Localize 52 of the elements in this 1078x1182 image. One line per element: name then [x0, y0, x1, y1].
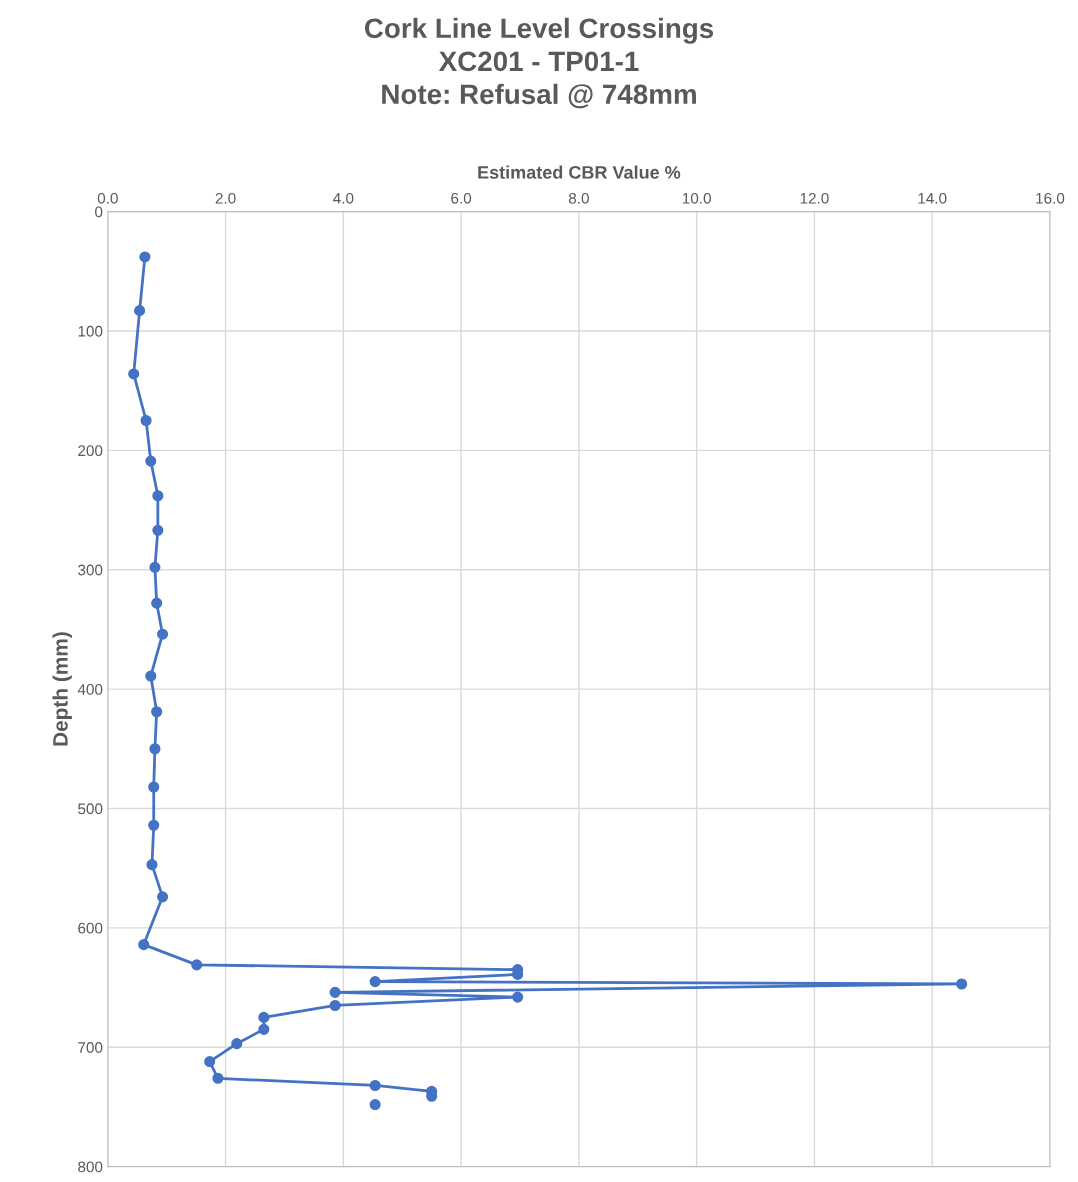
x-tick-label: 12.0: [800, 192, 829, 204]
x-tick-label: 16.0: [1036, 192, 1065, 204]
point: [148, 781, 160, 793]
x-tick-label: 8.0: [568, 192, 589, 204]
point: [146, 859, 158, 871]
point: [212, 1072, 224, 1084]
point: [231, 1038, 243, 1050]
point: [956, 978, 968, 990]
y-tick-label: 200: [78, 445, 103, 457]
x-axis-title: Estimated CBR Value %: [478, 165, 681, 179]
point: [258, 1023, 270, 1035]
point: [148, 819, 160, 831]
y-tick-label: 300: [78, 564, 103, 576]
x-tick-label: 2.0: [215, 192, 236, 204]
point: [145, 455, 157, 467]
x-tick-label: 10.0: [682, 192, 711, 204]
point: [191, 959, 203, 971]
chart-title: Cork Line Level Crossings XC201 - TP01-1 Note: Refusal @ 748mm: [364, 17, 714, 109]
x-tick-label: 14.0: [918, 192, 947, 204]
y-tick-label: 700: [78, 1042, 103, 1053]
point: [329, 999, 341, 1012]
point: [258, 1011, 270, 1023]
point: [152, 524, 164, 536]
point: [149, 561, 161, 573]
point: [152, 490, 164, 502]
point: [369, 1079, 381, 1092]
point: [369, 976, 381, 988]
y-tick-label: 0: [95, 206, 103, 218]
x-tick-label: 0.0: [97, 192, 118, 204]
point: [329, 986, 341, 998]
y-tick-label: 500: [78, 803, 103, 815]
point: [140, 414, 152, 427]
point: [369, 1098, 381, 1111]
point: [138, 939, 150, 951]
y-tick-label: 400: [77, 683, 103, 695]
y-axis-title: Depth (mm): [52, 632, 72, 746]
point: [149, 743, 161, 755]
x-tick-label: 6.0: [451, 192, 472, 204]
point: [128, 368, 140, 380]
point: [204, 1056, 216, 1068]
point: [151, 597, 163, 609]
point: [157, 891, 169, 903]
point: [145, 670, 157, 682]
y-tick-label: 800: [78, 1161, 103, 1173]
point: [157, 628, 169, 640]
y-tick-label: 600: [78, 922, 103, 934]
x-tick-label: 4.0: [333, 192, 354, 204]
y-tick-label: 100: [78, 325, 103, 337]
point: [151, 706, 163, 718]
point: [512, 991, 524, 1003]
point: [139, 251, 151, 263]
point: [134, 305, 146, 317]
